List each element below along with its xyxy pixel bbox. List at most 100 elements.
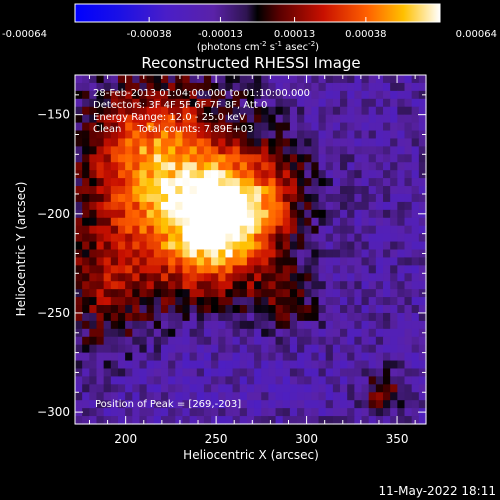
heatmap-cell <box>418 392 427 401</box>
heatmap-cell <box>311 98 320 108</box>
heatmap-cell <box>368 122 377 132</box>
heatmap-cell <box>218 320 227 330</box>
heatmap-cell <box>390 209 398 219</box>
heatmap-cell <box>168 336 176 346</box>
heatmap-cell <box>311 416 320 425</box>
heatmap-cell <box>89 257 98 266</box>
heatmap-cell <box>125 392 133 401</box>
heatmap-cell <box>146 170 155 179</box>
heatmap-cell <box>89 186 98 195</box>
heatmap-cell <box>304 273 312 282</box>
heatmap-cell <box>75 106 83 116</box>
heatmap-cell <box>246 257 255 266</box>
heatmap-cell <box>289 249 298 259</box>
heatmap-cell <box>383 170 391 179</box>
heatmap-cell <box>232 289 241 298</box>
heatmap-cell <box>103 241 112 251</box>
heatmap-cell <box>196 312 205 322</box>
heatmap-cell <box>232 186 241 195</box>
heatmap-cell <box>211 400 219 409</box>
heatmap-cell <box>117 130 126 140</box>
heatmap-cell <box>261 289 269 298</box>
heatmap-cell <box>175 408 184 417</box>
heatmap-cell <box>132 90 141 100</box>
heatmap-cell <box>261 257 269 266</box>
heatmap-cell <box>182 217 191 227</box>
heatmap-cell <box>82 344 90 354</box>
heatmap-cell <box>232 217 241 227</box>
heatmap-cell <box>89 320 98 330</box>
heatmap-cell <box>182 209 191 219</box>
heatmap-cell <box>375 75 384 84</box>
heatmap-cell <box>153 138 162 147</box>
heatmap-cell <box>139 241 148 251</box>
heatmap-cell <box>361 201 370 211</box>
heatmap-cell <box>218 225 227 235</box>
heatmap-cell <box>340 82 348 92</box>
heatmap-cell <box>146 360 155 370</box>
heatmap-cell <box>211 162 219 171</box>
heatmap-cell <box>254 400 262 409</box>
heatmap-cell <box>397 360 406 370</box>
heatmap-cell <box>189 408 198 417</box>
heatmap-cell <box>397 122 406 132</box>
heatmap-cell <box>103 312 112 322</box>
heatmap-cell <box>340 265 348 274</box>
heatmap-cell <box>368 297 377 306</box>
heatmap-cell <box>347 320 355 330</box>
heatmap-cell <box>311 312 320 322</box>
heatmap-cell <box>239 344 248 354</box>
heatmap-cell <box>275 130 284 140</box>
heatmap-cell <box>361 178 370 187</box>
heatmap-cell <box>368 408 377 417</box>
heatmap-cell <box>404 75 413 84</box>
heatmap-cell <box>225 217 234 227</box>
heatmap-cell <box>146 241 155 251</box>
heatmap-cell <box>189 217 198 227</box>
heatmap-cell <box>383 352 391 362</box>
heatmap-cell <box>189 225 198 235</box>
heatmap-cell <box>347 186 355 195</box>
heatmap-cell <box>218 201 227 211</box>
heatmap-cell <box>297 193 305 203</box>
heatmap-cell <box>196 130 205 140</box>
heatmap-cell <box>146 352 155 362</box>
heatmap-cell <box>153 209 162 219</box>
heatmap-cell <box>239 146 248 155</box>
heatmap-cell <box>404 178 413 187</box>
heatmap-cell <box>239 241 248 251</box>
heatmap-cell <box>153 336 162 346</box>
heatmap-cell <box>153 273 162 282</box>
heatmap-cell <box>340 146 348 155</box>
heatmap-cell <box>139 122 148 132</box>
heatmap-cell <box>318 233 327 243</box>
heatmap-cell <box>254 217 262 227</box>
heatmap-cell <box>96 193 105 203</box>
heatmap-cell <box>218 186 227 195</box>
heatmap-cell <box>254 114 262 124</box>
heatmap-cell <box>390 368 398 378</box>
heatmap-cell <box>390 400 398 409</box>
heatmap-cell <box>225 305 234 314</box>
heatmap-cell <box>246 368 255 378</box>
heatmap-cell <box>361 312 370 322</box>
heatmap-cell <box>311 122 320 132</box>
heatmap-cell <box>282 289 291 298</box>
heatmap-cell <box>325 360 334 370</box>
heatmap-cell <box>289 170 298 179</box>
heatmap-cell <box>311 241 320 251</box>
heatmap-cell <box>404 82 413 92</box>
heatmap-cell <box>354 138 363 147</box>
heatmap-cell <box>203 106 212 116</box>
heatmap-cell <box>232 328 241 338</box>
heatmap-cell <box>304 225 312 235</box>
heatmap-cell <box>254 265 262 274</box>
heatmap-cell <box>189 75 198 84</box>
heatmap-cell <box>139 328 148 338</box>
heatmap-cell <box>189 320 198 330</box>
heatmap-cell <box>325 130 334 140</box>
heatmap-cell <box>318 273 327 282</box>
heatmap-cell <box>196 392 205 401</box>
heatmap-cell <box>268 312 277 322</box>
heatmap-cell <box>160 114 169 124</box>
